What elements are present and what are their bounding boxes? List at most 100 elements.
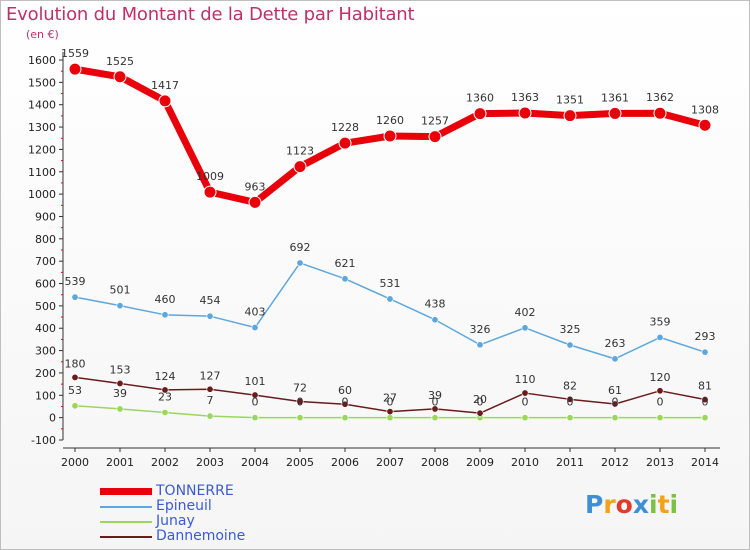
- data-point: [656, 387, 664, 395]
- data-label: 81: [698, 380, 712, 393]
- data-point: [701, 396, 709, 404]
- data-point: [341, 414, 349, 422]
- data-label: 1417: [151, 79, 179, 92]
- y-tick-label: 1200: [28, 143, 56, 156]
- data-point: [608, 106, 622, 120]
- chart-title: Evolution du Montant de la Dette par Hab…: [6, 4, 415, 25]
- data-point: [518, 106, 532, 120]
- data-label: 359: [650, 315, 671, 328]
- data-label: 1009: [196, 170, 224, 183]
- data-label: 539: [65, 275, 86, 288]
- data-label: 0: [702, 396, 709, 409]
- data-label: 23: [158, 391, 172, 404]
- y-tick-label: 1100: [28, 166, 56, 179]
- data-point: [566, 395, 574, 403]
- y-tick-label: 1300: [28, 121, 56, 134]
- data-label: 621: [335, 257, 356, 270]
- data-label: 460: [155, 293, 176, 306]
- data-point: [341, 400, 349, 408]
- data-label: 1123: [286, 145, 314, 158]
- data-label: 1351: [556, 94, 584, 107]
- legend-item: TONNERRE: [100, 484, 360, 499]
- data-point: [116, 405, 124, 413]
- data-label: 293: [695, 330, 716, 343]
- y-tick-label: 100: [35, 389, 56, 402]
- data-point: [296, 414, 304, 422]
- data-point: [476, 341, 484, 349]
- data-point: [656, 414, 664, 422]
- data-point: [113, 70, 127, 84]
- brand-letter: o: [615, 490, 633, 519]
- data-label: 692: [290, 241, 311, 254]
- data-point: [206, 412, 214, 420]
- data-label: 1361: [601, 91, 629, 104]
- data-label: 1360: [466, 92, 494, 105]
- data-point: [161, 409, 169, 417]
- data-label: 325: [560, 323, 581, 336]
- y-tick-label: 900: [35, 210, 56, 223]
- data-point: [656, 333, 664, 341]
- data-point: [566, 414, 574, 422]
- y-tick-label: 1500: [28, 76, 56, 89]
- y-tick-label: 1400: [28, 99, 56, 112]
- data-point: [158, 94, 172, 108]
- legend-label: TONNERRE: [156, 483, 234, 499]
- y-tick-label: 700: [35, 255, 56, 268]
- data-point: [521, 389, 529, 397]
- data-label: 0: [477, 396, 484, 409]
- data-point: [251, 324, 259, 332]
- legend-label: Dannemoine: [156, 528, 246, 544]
- data-label: 402: [515, 306, 536, 319]
- x-tick-label: 2010: [511, 456, 539, 469]
- data-label: 0: [342, 396, 349, 409]
- data-point: [431, 414, 439, 422]
- data-label: 0: [297, 396, 304, 409]
- data-point: [341, 275, 349, 283]
- data-label: 110: [515, 373, 536, 386]
- y-tick-label: 800: [35, 233, 56, 246]
- data-label: 101: [245, 375, 266, 388]
- x-tick-label: 2002: [151, 456, 179, 469]
- data-point: [611, 355, 619, 363]
- data-point: [203, 185, 217, 199]
- data-point: [386, 408, 394, 416]
- data-point: [251, 414, 259, 422]
- x-tick-label: 2005: [286, 456, 314, 469]
- y-unit-label: (en €): [26, 28, 59, 41]
- data-label: 263: [605, 337, 626, 350]
- data-point: [653, 106, 667, 120]
- data-point: [71, 402, 79, 410]
- legend-label: Junay: [156, 513, 195, 529]
- data-label: 1257: [421, 115, 449, 128]
- data-point: [206, 312, 214, 320]
- data-label: 0: [612, 396, 619, 409]
- y-tick-label: 200: [35, 367, 56, 380]
- legend-item: Junay: [100, 514, 360, 529]
- data-label: 53: [68, 384, 82, 397]
- data-point: [293, 160, 307, 174]
- data-point: [431, 405, 439, 413]
- data-point: [473, 107, 487, 121]
- data-label: 60: [338, 384, 352, 397]
- data-label: 454: [200, 294, 221, 307]
- data-label: 27: [383, 392, 397, 405]
- x-tick-label: 2012: [601, 456, 629, 469]
- x-tick-label: 2007: [376, 456, 404, 469]
- data-point: [71, 293, 79, 301]
- data-label: 531: [380, 277, 401, 290]
- y-tick-label: -100: [31, 434, 56, 447]
- data-label: 0: [522, 396, 529, 409]
- data-point: [428, 130, 442, 144]
- data-point: [701, 414, 709, 422]
- legend-swatch: [100, 536, 152, 538]
- data-label: 82: [563, 379, 577, 392]
- data-label: 7: [207, 394, 214, 407]
- data-label: 1525: [106, 55, 134, 68]
- x-tick-label: 2008: [421, 456, 449, 469]
- data-point: [383, 129, 397, 143]
- legend-label: Epineuil: [156, 498, 212, 514]
- data-point: [698, 118, 712, 132]
- data-label: 0: [387, 396, 394, 409]
- data-point: [251, 391, 259, 399]
